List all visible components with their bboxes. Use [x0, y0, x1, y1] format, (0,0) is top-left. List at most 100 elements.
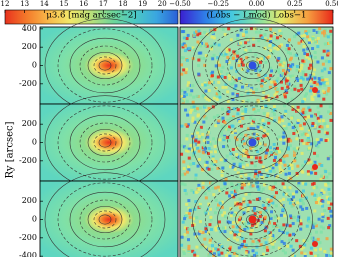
residual-pixel [287, 171, 291, 175]
residual-pixel [307, 146, 311, 150]
residual-pixel [188, 110, 192, 114]
residual-pixel [286, 188, 290, 192]
residual-pixel [253, 206, 257, 210]
residual-pixel [316, 36, 320, 40]
residual-pixel [260, 77, 264, 81]
residual-pixel [265, 114, 269, 118]
residual-pixel [323, 122, 327, 126]
residual-pixel [234, 84, 238, 88]
residual-pixel [235, 238, 239, 242]
residual-pixel [312, 72, 316, 76]
residual-pixel [286, 50, 290, 54]
residual-pixel [221, 27, 225, 31]
residual-pixel [204, 160, 208, 164]
residual-pixel [201, 94, 205, 98]
residual-pixel [181, 173, 185, 177]
residual-pixel [196, 114, 200, 118]
residual-pixel [290, 116, 294, 120]
residual-pixel [184, 71, 188, 75]
residual-spot [312, 87, 318, 93]
residual-pixel [228, 194, 232, 198]
residual-pixel [204, 245, 208, 249]
residual-pixel [321, 31, 325, 35]
residual-pixel [316, 116, 320, 120]
residual-pixel [272, 185, 276, 189]
residual-pixel [268, 165, 272, 169]
residual-pixel [284, 126, 288, 130]
residual-pixel [327, 60, 331, 64]
residual-pixel [291, 248, 295, 252]
residual-pixel [290, 88, 294, 92]
residual-pixel [311, 225, 315, 229]
residual-pixel [312, 114, 316, 118]
residual-pixel [308, 232, 312, 236]
residual-pixel [288, 201, 292, 205]
residual-pixel [186, 149, 190, 153]
contour [93, 56, 117, 75]
residual-pixel [233, 230, 237, 234]
residual-pixel [307, 57, 311, 61]
residual-pixel [266, 94, 270, 98]
residual-pixel [216, 56, 220, 60]
contour [205, 182, 300, 257]
residual-pixel [193, 232, 197, 236]
contour [98, 137, 112, 148]
residual-pixel [261, 187, 265, 191]
residual-pixel [279, 80, 283, 84]
residual-pixel [240, 140, 244, 144]
residual-pixel [197, 134, 201, 138]
residual-pixel [250, 223, 254, 227]
residual-pixel [246, 203, 250, 207]
residual-pixel [314, 171, 318, 175]
residual-pixel [242, 200, 246, 204]
residual-pixel [273, 222, 277, 226]
residual-pixel [279, 137, 283, 141]
residual-pixel [210, 162, 214, 166]
residual-pixel [293, 159, 297, 163]
residual-pixel [315, 82, 319, 86]
residual-pixel [188, 209, 192, 213]
residual-pixel [212, 36, 216, 40]
residual-pixel [194, 139, 198, 143]
residual-pixel [261, 254, 265, 257]
residual-pixel [304, 196, 308, 200]
residual-pixel [229, 38, 233, 42]
residual-pixel [223, 215, 227, 219]
residual-pixel [215, 149, 219, 153]
residual-pixel [195, 80, 199, 84]
residual-pixel [197, 128, 201, 132]
residual-pixel [286, 244, 290, 248]
residual-pixel [329, 202, 333, 206]
residual-pixel [288, 233, 292, 237]
residual-pixel [181, 43, 185, 47]
residual-pixel [216, 114, 220, 118]
residual-pixel [291, 222, 295, 226]
residual-pixel [184, 44, 188, 48]
residual-pixel [240, 60, 244, 64]
residual-pixel [249, 88, 253, 92]
residual-pixel [265, 148, 269, 152]
residual-pixel [217, 92, 221, 96]
residual-pixel [308, 76, 312, 80]
residual-pixel [296, 164, 300, 168]
contour [227, 199, 278, 240]
residual-pixel [191, 154, 195, 158]
residual-pixel [217, 250, 221, 254]
residual-pixel [195, 245, 199, 249]
residual-pixel [242, 244, 246, 248]
residual-pixel [224, 253, 228, 257]
residual-pixel [183, 172, 187, 176]
residual-pixel [252, 37, 256, 41]
residual-pixel [251, 184, 255, 188]
residual-pixel [200, 35, 204, 39]
residual-pixel [229, 82, 233, 86]
residual-pixel [263, 73, 267, 77]
residual-pixel [301, 59, 305, 63]
contour [87, 51, 123, 80]
residual-pixel [249, 146, 253, 150]
residual-pixel [230, 183, 234, 187]
residual-pixel [201, 132, 205, 136]
colorbar-tick-label: 16 [79, 0, 88, 8]
residual-pixel [271, 166, 275, 170]
residual-pixel [237, 144, 241, 148]
